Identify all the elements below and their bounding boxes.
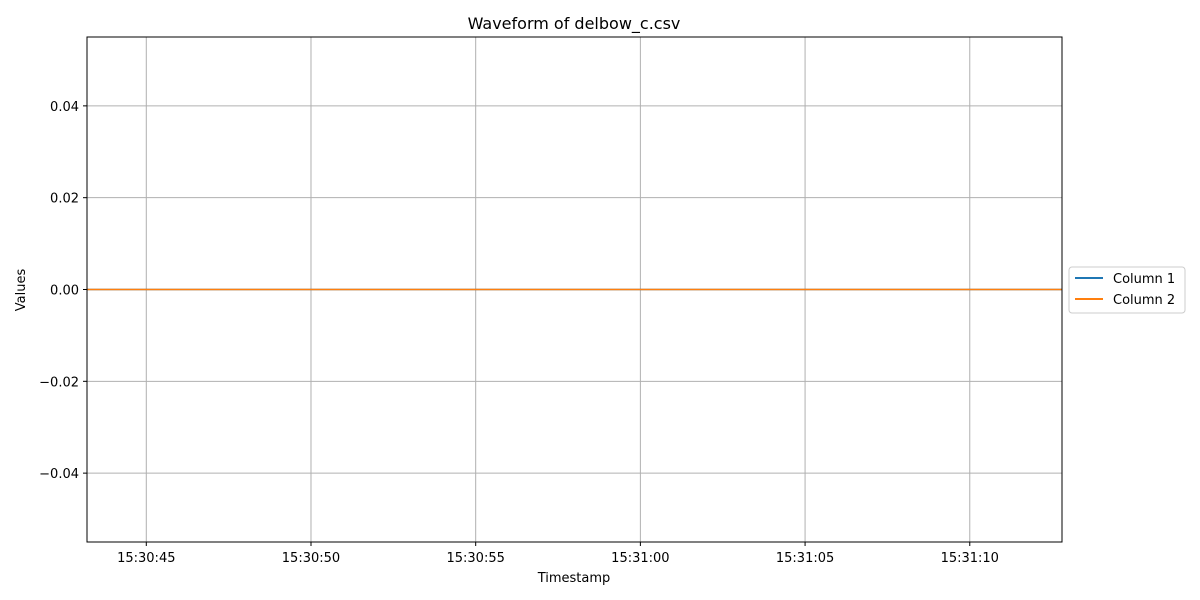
y-tick-label: 0.04 (50, 100, 79, 115)
y-tick-label: 0.02 (50, 192, 79, 207)
legend: Column 1 Column 2 (1068, 266, 1186, 314)
x-tick-label: 15:30:50 (282, 551, 340, 566)
legend-label-column-1: Column 1 (1113, 272, 1175, 287)
x-tick-label: 15:30:55 (446, 551, 504, 566)
y-axis-label: Values (14, 269, 29, 312)
x-tick-label: 15:31:10 (941, 551, 999, 566)
x-tick-label: 15:31:05 (776, 551, 834, 566)
y-tick-label: −0.02 (39, 375, 79, 390)
chart-title: Waveform of delbow_c.csv (468, 14, 681, 34)
y-tick-label: 0.00 (50, 284, 79, 299)
y-tick-label: −0.04 (39, 467, 79, 482)
legend-label-column-2: Column 2 (1113, 293, 1175, 308)
x-tick-label: 15:30:45 (117, 551, 175, 566)
x-axis-label: Timestamp (537, 571, 611, 586)
x-axis-ticks: 15:30:45 15:30:50 15:30:55 15:31:00 15:31:05… (117, 542, 999, 566)
y-axis-ticks: −0.04 −0.02 0.00 0.02 0.04 (39, 100, 87, 482)
x-tick-label: 15:31:00 (611, 551, 669, 566)
